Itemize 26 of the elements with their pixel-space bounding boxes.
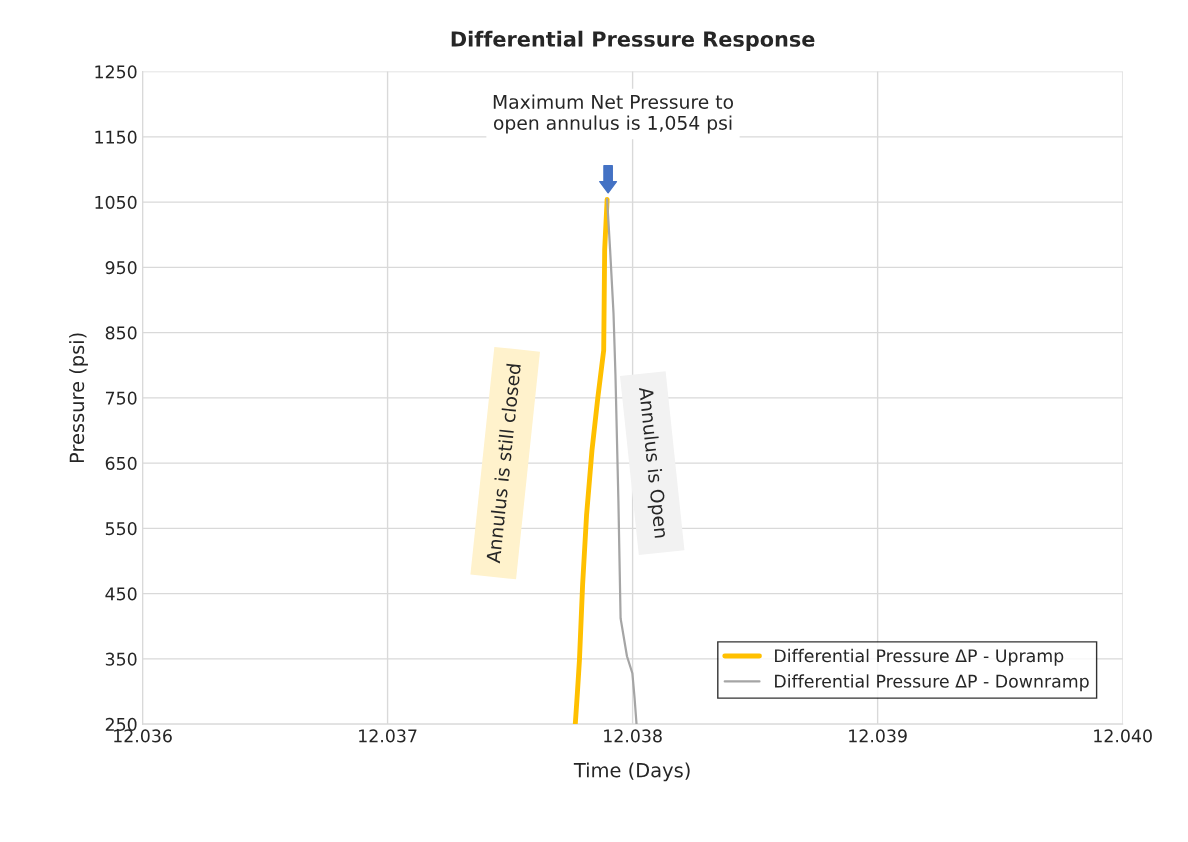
y-tick-label: 350 [105, 652, 137, 666]
x-tick-label: 12.037 [359, 729, 417, 743]
line-series [606, 198, 638, 725]
x-tick-label: 12.036 [114, 729, 172, 743]
chart-title: Differential Pressure Response [451, 30, 815, 51]
y-tick-label: 250 [105, 717, 137, 731]
y-tick-label: 850 [105, 326, 137, 340]
y-tick-label: 650 [105, 456, 137, 470]
annotation: Annulus is Open [635, 386, 670, 539]
x-tick-label: 12.038 [604, 729, 662, 743]
annotation: Annulus is still closed [485, 363, 521, 564]
x-axis-title: Time (Days) [573, 762, 690, 782]
y-tick-label: 950 [105, 261, 137, 275]
y-tick-label: 450 [105, 587, 137, 601]
y-tick-label: 1150 [95, 130, 137, 144]
x-tick-label: 12.040 [1094, 729, 1152, 743]
y-tick-label: 550 [105, 522, 137, 536]
y-axis-title: Pressure (psi) [69, 333, 88, 463]
legend-label: Differential Pressure ΔP - Upramp [775, 648, 1064, 666]
y-tick-label: 1250 [95, 65, 137, 79]
line-series [572, 197, 610, 725]
legend-label: Differential Pressure ΔP - Downramp [775, 674, 1089, 692]
x-tick-label: 12.039 [849, 729, 907, 743]
y-tick-label: 750 [105, 391, 137, 405]
annotation: Maximum Net Pressure to open annulus is 1,054 psi [493, 94, 734, 134]
y-tick-label: 1050 [95, 195, 137, 209]
